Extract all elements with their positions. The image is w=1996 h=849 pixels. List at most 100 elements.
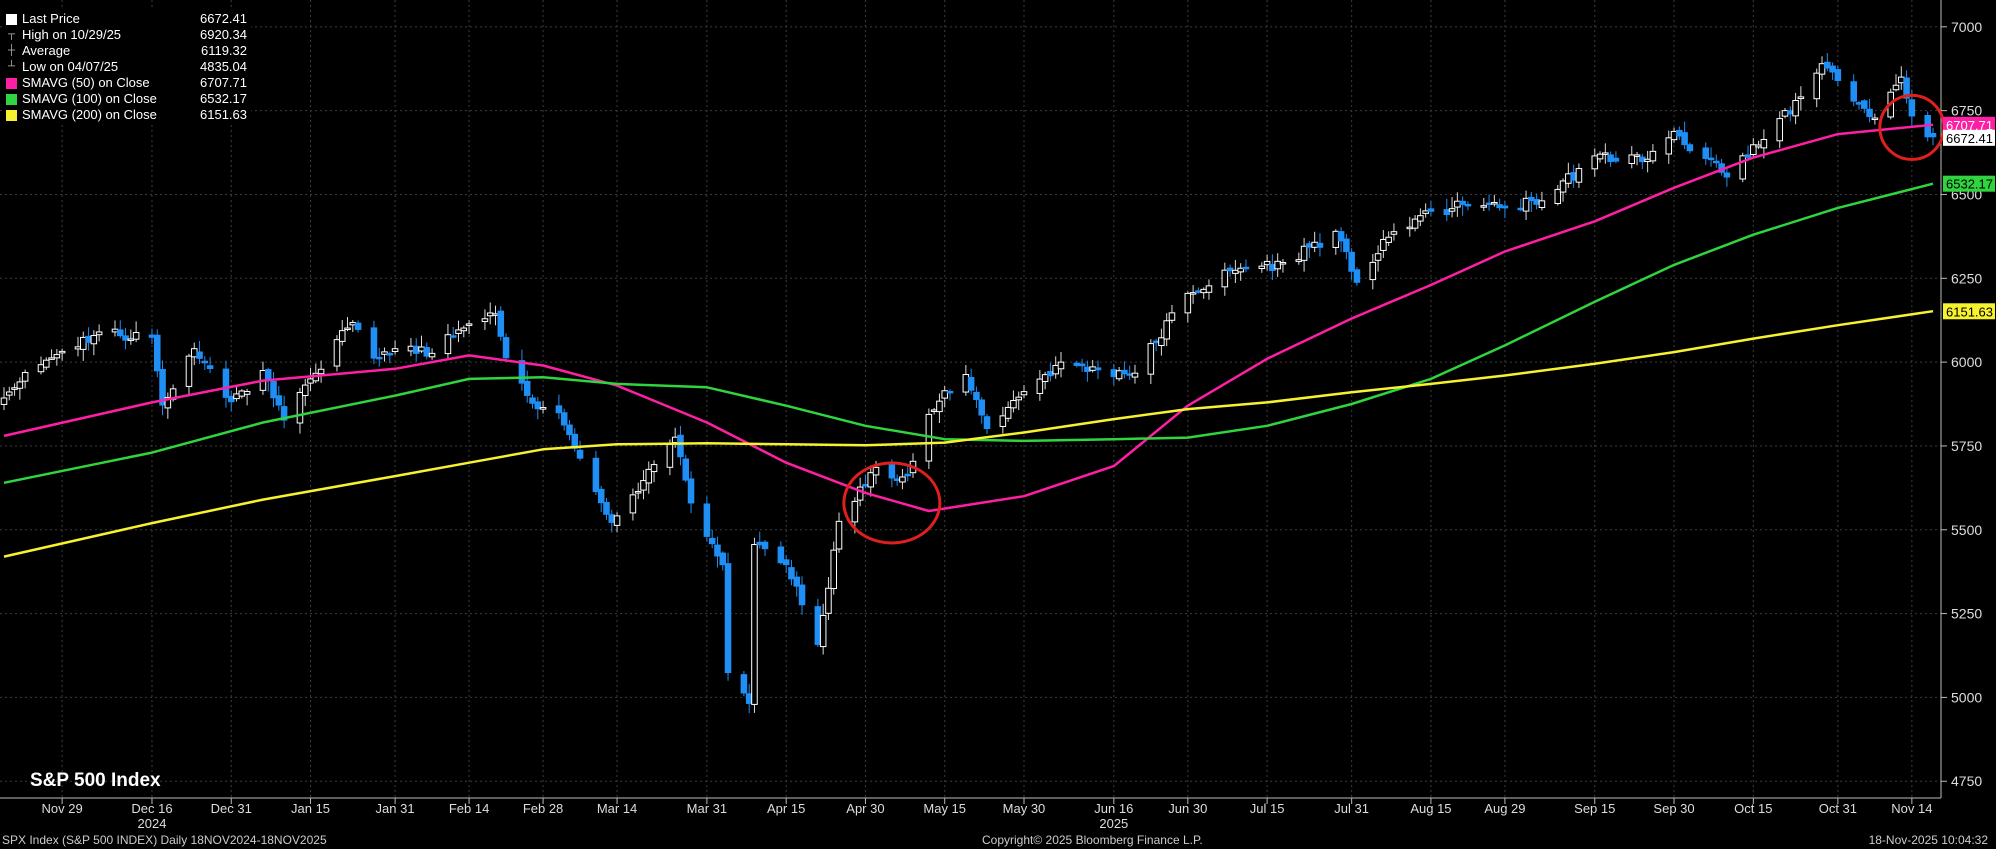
candle xyxy=(756,531,764,549)
candle xyxy=(592,450,600,496)
candle-body-up xyxy=(650,464,658,473)
candle xyxy=(1750,138,1757,159)
candle-body-up xyxy=(1755,144,1762,148)
candle-body-down xyxy=(1528,196,1535,202)
candle-body-up xyxy=(21,372,29,382)
candle-body-up xyxy=(301,384,309,397)
candle-body-down xyxy=(1713,160,1720,164)
candle xyxy=(634,482,642,500)
candle-body-up xyxy=(613,515,621,526)
legend-value: 6672.41 xyxy=(200,11,247,26)
candle-body-up xyxy=(1892,84,1900,91)
candle-body-down xyxy=(1866,108,1873,118)
price-tag-label: 6532.17 xyxy=(1946,177,1993,192)
candle xyxy=(1834,65,1842,87)
candle-body-up xyxy=(1522,197,1530,212)
candle-body-up xyxy=(333,339,341,367)
candle-body-up xyxy=(296,391,304,424)
candle-body-down xyxy=(206,365,214,370)
legend-label: Last Price xyxy=(22,11,80,26)
low-marker-icon: ┴ xyxy=(7,61,16,72)
candle xyxy=(936,393,943,424)
candle-body-down xyxy=(153,334,161,372)
candle-body-up xyxy=(344,327,351,331)
candle xyxy=(1892,74,1900,92)
candle-body-down xyxy=(529,397,536,404)
candle-body-up xyxy=(43,359,50,368)
candle-body-up xyxy=(1163,320,1170,340)
candle xyxy=(1047,362,1054,382)
candle xyxy=(814,598,822,647)
candle-body-up xyxy=(1147,343,1155,375)
candle xyxy=(1258,262,1266,273)
footer-timestamp: 18-Nov-2025 10:04:32 xyxy=(1868,833,1988,847)
candle xyxy=(1374,245,1382,272)
candle-body-down xyxy=(1686,144,1694,152)
candle-body-up xyxy=(1602,152,1609,155)
candle xyxy=(1443,198,1451,222)
candle xyxy=(270,372,277,408)
candle-body-up xyxy=(307,378,314,384)
candle xyxy=(344,317,351,332)
candle-body-down xyxy=(116,329,124,337)
candle xyxy=(1929,127,1937,146)
candle xyxy=(116,320,124,339)
x-tick-label: Mar 31 xyxy=(687,801,727,816)
price-tag-box xyxy=(1943,116,1995,133)
candle-body-up xyxy=(243,390,251,395)
candle-body-down xyxy=(423,347,431,357)
x-tick-label: Apr 30 xyxy=(846,801,884,816)
candle-body-down xyxy=(1639,156,1646,163)
x-tick-label: Jun 30 xyxy=(1168,801,1207,816)
price-tag: 6151.63 xyxy=(1943,303,1995,320)
candle-body-up xyxy=(1057,361,1065,370)
candle xyxy=(1057,351,1065,378)
candle xyxy=(1036,370,1044,401)
candle-body-up xyxy=(95,331,103,336)
candle-body-up xyxy=(1776,118,1784,142)
candle-body-down xyxy=(1126,373,1133,376)
x-tick-label: Nov 14 xyxy=(1891,801,1932,816)
candle-body-down xyxy=(1787,110,1794,115)
candle-body-down xyxy=(1073,362,1081,366)
candle-body-up xyxy=(1237,267,1244,273)
candle-body-up xyxy=(238,390,246,397)
candle xyxy=(782,555,790,574)
legend-label: SMAVG (50) on Close xyxy=(22,75,150,90)
candle-body-down xyxy=(756,541,764,546)
candle-body-up xyxy=(1258,265,1266,270)
average-marker-icon: ┼ xyxy=(7,45,16,56)
candle xyxy=(1147,339,1155,385)
candle xyxy=(1464,201,1472,211)
y-tick-label: 5250 xyxy=(1951,606,1982,622)
candle xyxy=(1380,230,1387,258)
candle xyxy=(11,383,18,396)
candle-body-down xyxy=(1570,172,1577,181)
candle-body-down xyxy=(1850,81,1858,102)
candle-body-up xyxy=(1871,117,1879,121)
candle xyxy=(534,396,542,420)
candle-body-up xyxy=(1295,259,1303,262)
candle-body-up xyxy=(1591,155,1599,170)
candle xyxy=(761,539,769,556)
x-tick-label: Nov 29 xyxy=(42,801,83,816)
candle xyxy=(238,389,246,399)
candle xyxy=(1184,291,1192,323)
candle xyxy=(1300,237,1308,272)
candle xyxy=(1898,66,1905,90)
candle-body-down xyxy=(122,335,129,341)
candle-body-up xyxy=(1041,374,1049,382)
candle-body-down xyxy=(518,360,526,384)
candle xyxy=(1528,192,1535,212)
candle xyxy=(1078,358,1086,372)
candle xyxy=(608,509,616,533)
candle-body-down xyxy=(412,345,420,354)
candle xyxy=(1591,148,1599,177)
candle xyxy=(206,357,214,373)
candle xyxy=(788,559,795,586)
candle-body-up xyxy=(1760,138,1768,149)
candle-body-down xyxy=(1533,199,1540,205)
price-tag-label: 6151.63 xyxy=(1946,304,1993,319)
price-tag: 6672.41 xyxy=(1943,129,1995,146)
candle-body-up xyxy=(486,312,494,317)
